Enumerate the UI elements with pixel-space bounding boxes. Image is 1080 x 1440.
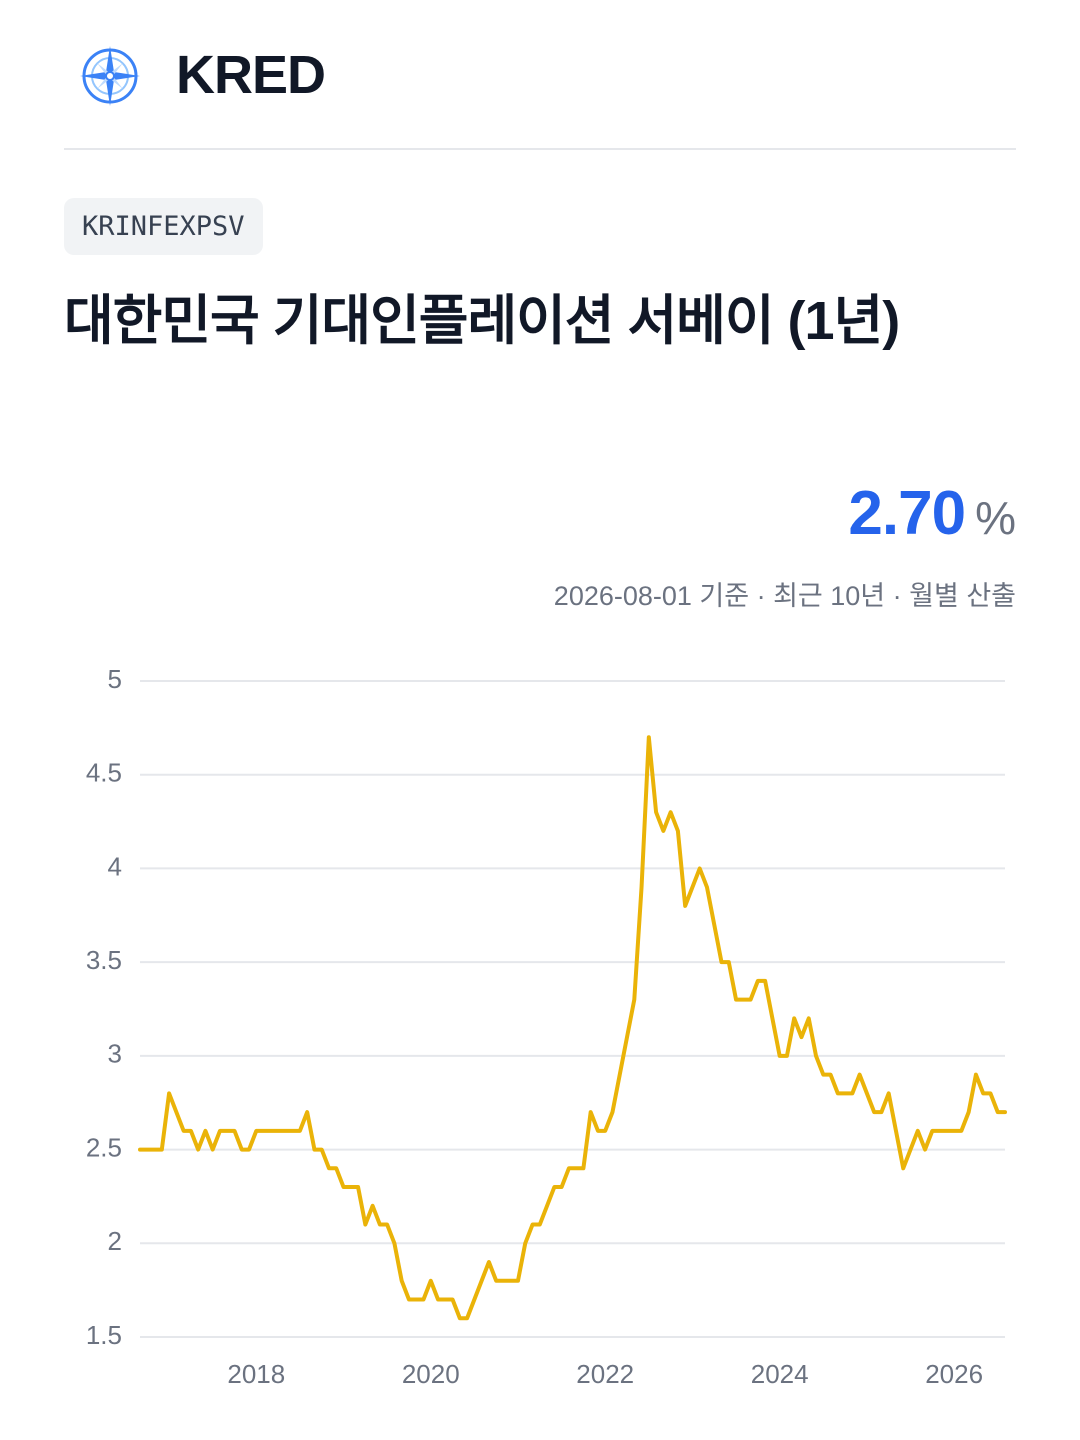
y-tick-label: 2 [108, 1226, 122, 1256]
value: 2.70 [848, 479, 966, 548]
x-tick-label: 2022 [576, 1359, 634, 1389]
y-tick-label: 2.5 [86, 1132, 122, 1162]
y-tick-label: 4.5 [86, 758, 122, 788]
x-tick-label: 2024 [751, 1359, 809, 1389]
page-title: 대한민국 기대인플레이션 서베이 (1년) [64, 291, 900, 351]
unit: % [975, 492, 1016, 544]
x-tick-label: 2026 [925, 1359, 983, 1389]
divider [64, 148, 1016, 150]
subtitle: 2026-08-01 기준 · 최근 10년 · 월별 산출 [553, 581, 1016, 611]
brand: KRED [176, 45, 326, 105]
y-tick-label: 1.5 [86, 1320, 122, 1350]
y-tick-label: 4 [108, 851, 122, 881]
latest-value: 2.70% [848, 478, 1016, 549]
series-code: KRINFEXPSV [64, 198, 263, 255]
logo [80, 46, 140, 106]
data-line [138, 735, 1007, 1321]
x-tick-label: 2018 [227, 1359, 285, 1389]
y-tick-label: 3 [108, 1039, 122, 1069]
y-tick-label: 3.5 [86, 945, 122, 975]
y-tick-label: 5 [108, 664, 122, 694]
x-tick-label: 2020 [402, 1359, 460, 1389]
